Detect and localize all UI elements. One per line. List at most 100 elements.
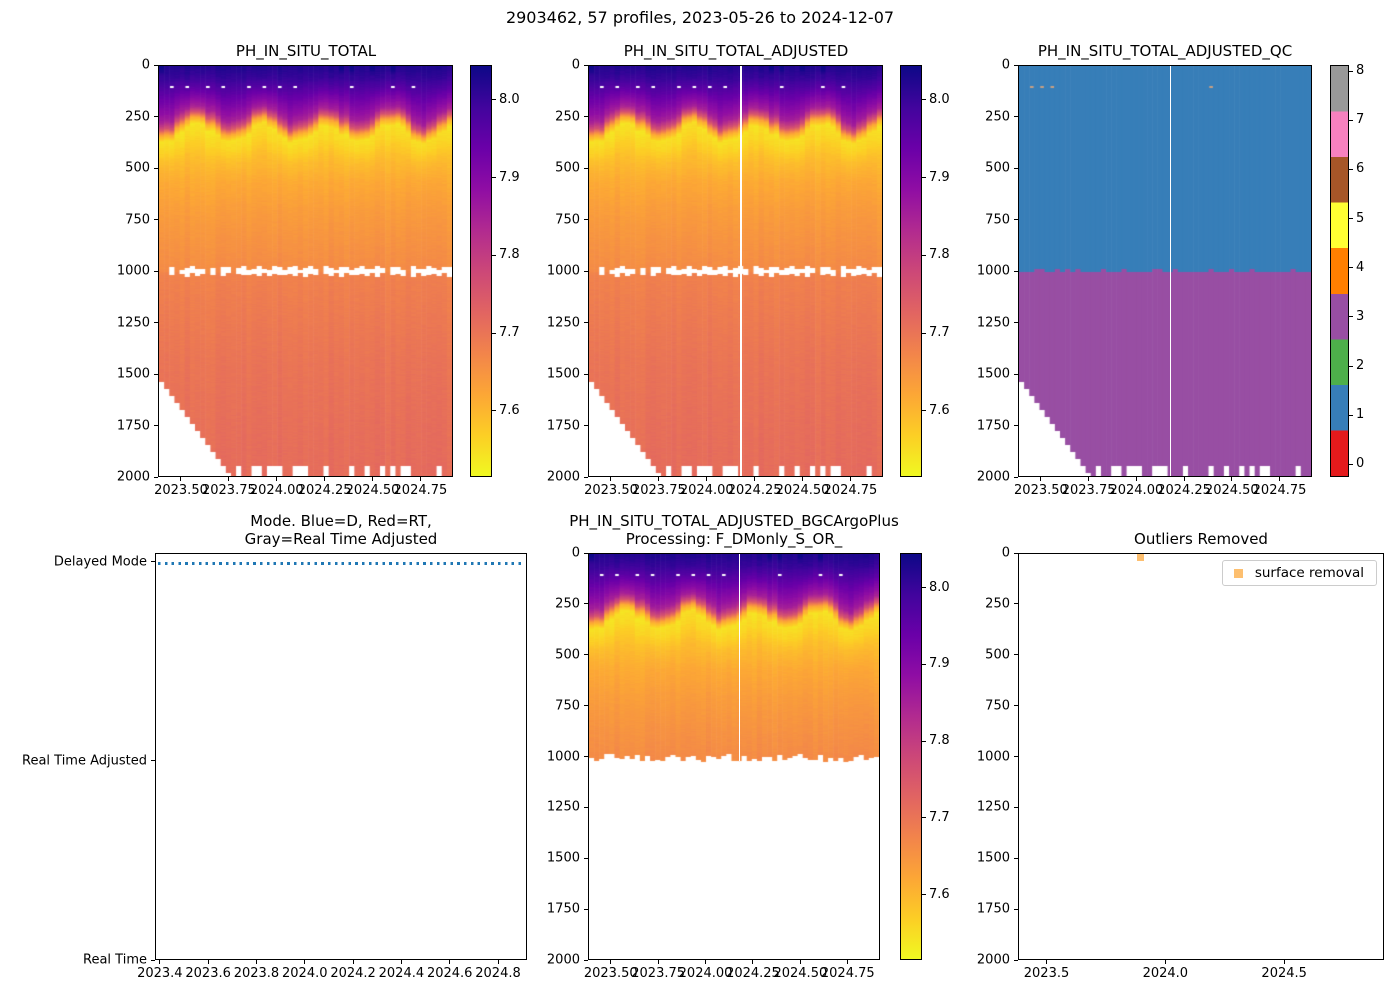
y-tick-label: 1000 xyxy=(546,263,580,279)
colorbar-tick-mark xyxy=(1349,267,1353,269)
white-vertical-line xyxy=(1169,66,1172,476)
y-tick-label: 250 xyxy=(985,596,1010,612)
title-outliers-removed: Outliers Removed xyxy=(1134,530,1268,548)
title-mode-line1: Mode. Blue=D, Red=RT, xyxy=(250,512,432,530)
y-tick-label: 500 xyxy=(555,160,580,176)
x-tick-mark xyxy=(610,960,612,964)
x-tick-mark xyxy=(752,960,754,964)
colorbar-tick-label: 8.0 xyxy=(499,91,520,107)
y-tick-mark xyxy=(584,857,588,859)
heatmap-canvas-ph-adjusted xyxy=(589,66,882,476)
y-tick-mark xyxy=(154,425,158,426)
x-tick-label: 2024.0 xyxy=(282,966,328,981)
x-tick-mark xyxy=(419,477,421,481)
y-tick-label: 1000 xyxy=(976,749,1010,764)
y-tick-label: 1750 xyxy=(976,418,1010,433)
y-tick-label: 0 xyxy=(141,57,150,73)
colorbar-tick-mark xyxy=(1349,414,1353,416)
colorbar-tick-label: 7.7 xyxy=(499,325,520,341)
y-tick-mark xyxy=(584,373,588,375)
y-tick-mark xyxy=(154,322,158,323)
y-tick-label: 750 xyxy=(555,212,580,227)
x-tick-label: 2024.00 xyxy=(679,483,734,498)
y-tick-label: 500 xyxy=(125,160,150,176)
y-tick-mark xyxy=(1014,322,1018,323)
x-tick-label: 2023.50 xyxy=(1014,483,1068,498)
colorbar-tick-mark xyxy=(922,254,926,256)
heatmap-ph-in-situ-total-adjusted xyxy=(588,65,883,477)
y-tick-label: 750 xyxy=(555,698,580,714)
y-tick-label: 1250 xyxy=(546,315,580,330)
x-tick-label: 2023.75 xyxy=(1061,483,1116,498)
legend-marker-square xyxy=(1233,568,1243,578)
colorbar-tick-label: 7.7 xyxy=(929,809,950,825)
colorbar-tick-mark xyxy=(1349,168,1353,170)
x-tick-label: 2024.50 xyxy=(773,966,828,981)
x-tick-mark xyxy=(754,477,756,481)
colorbar-tick-mark xyxy=(922,332,926,334)
y-tick-label: 2000 xyxy=(976,469,1010,485)
x-tick-mark xyxy=(1040,477,1042,481)
x-tick-label: 2023.5 xyxy=(1023,966,1070,981)
y-tick-mark xyxy=(154,64,158,66)
y-tick-label: 1500 xyxy=(116,366,150,382)
x-tick-label: 2024.25 xyxy=(727,483,782,498)
colorbar-tick-label: 6 xyxy=(1356,161,1365,177)
outlier-point xyxy=(1136,554,1144,561)
y-tick-label: 750 xyxy=(985,212,1010,227)
x-tick-mark xyxy=(1283,960,1285,964)
x-tick-label: 2024.00 xyxy=(249,483,304,498)
y-tick-mark xyxy=(1014,270,1018,272)
y-tick-mark xyxy=(154,219,158,220)
x-tick-mark xyxy=(159,960,161,964)
colorbar-tick-label: 7.8 xyxy=(929,733,950,749)
y-tick-mark xyxy=(154,373,158,375)
colorbar-tick-label: 3 xyxy=(1356,308,1365,324)
y-tick-label: 1750 xyxy=(976,901,1010,917)
y-tick-label: 1000 xyxy=(976,263,1010,279)
y-category-label: Real Time xyxy=(83,952,147,968)
colorbar-tick-label: 7.6 xyxy=(499,402,520,418)
y-tick-mark xyxy=(154,167,158,169)
heatmap-canvas-bgcargoplus xyxy=(589,554,879,959)
x-tick-mark xyxy=(657,960,659,964)
x-tick-mark xyxy=(352,960,354,964)
colorbar-tick-mark xyxy=(1349,316,1353,318)
x-tick-label: 2024.2 xyxy=(330,966,376,981)
y-tick-mark xyxy=(584,425,588,426)
colorbar-tick-label: 0 xyxy=(1356,456,1365,472)
title-ph-in-situ-total: PH_IN_SITU_TOTAL xyxy=(235,42,377,60)
x-tick-label: 2024.75 xyxy=(820,966,875,981)
y-tick-label: 1250 xyxy=(116,315,150,330)
y-tick-label: 0 xyxy=(571,57,580,73)
title-mode: Mode. Blue=D, Red=RT, Gray=Real Time Adj… xyxy=(245,512,438,548)
colorbar-tick-label: 8.0 xyxy=(929,91,950,107)
x-tick-label: 2024.00 xyxy=(1109,483,1164,498)
x-tick-mark xyxy=(207,960,209,964)
x-tick-label: 2023.50 xyxy=(583,966,638,981)
y-tick-label: 500 xyxy=(555,647,580,663)
y-tick-label: 0 xyxy=(571,545,580,561)
x-tick-mark xyxy=(847,960,849,964)
white-vertical-line xyxy=(738,554,741,761)
y-tick-mark xyxy=(1014,756,1018,757)
legend-box: surface removal xyxy=(1221,560,1377,586)
y-tick-mark xyxy=(1014,857,1018,859)
y-tick-mark xyxy=(1014,476,1018,478)
x-tick-label: 2024.75 xyxy=(823,483,878,498)
y-tick-label: 2000 xyxy=(546,952,580,968)
y-tick-label: 750 xyxy=(125,212,150,227)
y-tick-mark xyxy=(1014,705,1018,707)
y-tick-mark xyxy=(151,959,155,961)
heatmap-canvas-ph-total xyxy=(159,66,452,476)
x-tick-label: 2024.6 xyxy=(426,966,473,981)
y-tick-mark xyxy=(151,760,155,762)
colorbar-tick-mark xyxy=(492,99,496,101)
x-tick-mark xyxy=(372,477,374,481)
colorbar-tick-mark xyxy=(492,177,496,179)
y-tick-mark xyxy=(1014,373,1018,375)
colorbar-tick-mark xyxy=(492,410,496,412)
y-tick-mark xyxy=(584,705,588,707)
x-tick-label: 2023.4 xyxy=(137,966,183,981)
outliers-plot: surface removal xyxy=(1018,553,1384,960)
